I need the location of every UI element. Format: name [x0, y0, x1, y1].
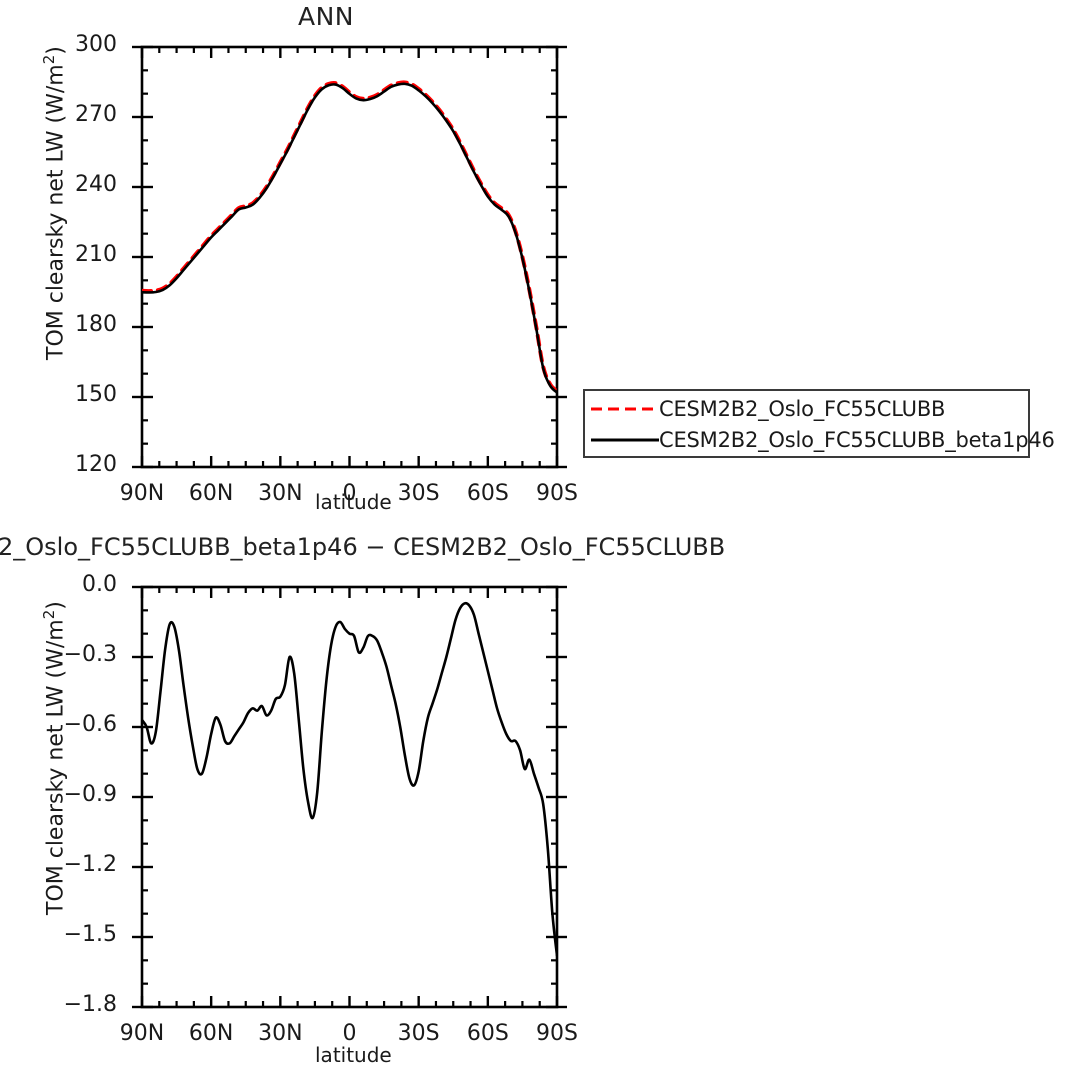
data-series-line: [142, 82, 557, 394]
plot-frame: [140, 585, 559, 1009]
x-tick-label: 90S: [536, 1021, 578, 1046]
x-tick-label: 0: [342, 481, 357, 506]
x-tick-label: 30N: [258, 1021, 303, 1046]
y-tick-label: 240: [75, 172, 117, 197]
y-tick-label: 180: [75, 312, 117, 337]
y-tick-label: −1.8: [63, 992, 117, 1017]
x-tick-label: 30S: [397, 1021, 440, 1046]
series-group: [142, 601, 557, 957]
y-tick-label: −0.3: [63, 642, 117, 667]
x-tick-label: 60S: [466, 481, 509, 506]
x-tick-label: 30N: [258, 481, 303, 506]
legend-item-experiment: CESM2B2_Oslo_FC55CLUBB_beta1p46: [585, 425, 1055, 455]
x-tick-label: 0: [342, 1021, 357, 1046]
y-tick-label: −0.6: [63, 712, 117, 737]
y-tick-label: 270: [75, 102, 117, 127]
bottom-chart-plot-area: [132, 585, 567, 1009]
data-series-line: [142, 80, 557, 394]
y-tick-label: 120: [75, 452, 117, 477]
y-tick-label: 210: [75, 242, 117, 267]
x-tick-label: 90N: [119, 481, 165, 506]
top-chart-plot-area: [132, 45, 567, 469]
bottom-chart-title: 2_Oslo_FC55CLUBB_beta1p46 − CESM2B2_Oslo…: [0, 533, 726, 561]
y-tick-label: −0.9: [63, 782, 117, 807]
top-x-axis-label: latitude: [315, 490, 392, 514]
y-tick-label: −1.2: [63, 852, 117, 877]
plot-frame: [140, 45, 559, 469]
legend-swatch-dashed-red: [591, 402, 659, 416]
legend-item-reference: CESM2B2_Oslo_FC55CLUBB: [585, 394, 945, 424]
x-tick-label: 30S: [397, 481, 440, 506]
y-tick-label: 0.0: [82, 572, 117, 597]
x-tick-label: 60S: [466, 1021, 509, 1046]
y-tick-label: 300: [75, 32, 117, 57]
x-tick-label: 90N: [119, 1021, 165, 1046]
bottom-x-axis-label: latitude: [315, 1043, 392, 1067]
top-chart-title: ANN: [298, 2, 355, 31]
series-group: [142, 80, 557, 394]
legend-label-experiment: CESM2B2_Oslo_FC55CLUBB_beta1p46: [659, 428, 1055, 452]
legend-swatch-solid-black: [591, 433, 659, 447]
x-tick-label: 60N: [188, 481, 234, 506]
x-tick-label: 60N: [188, 1021, 234, 1046]
legend-label-reference: CESM2B2_Oslo_FC55CLUBB: [659, 397, 946, 421]
x-tick-label: 90S: [536, 481, 578, 506]
bottom-chart-panel: 2_Oslo_FC55CLUBB_beta1p46 − CESM2B2_Oslo…: [0, 525, 1081, 1079]
y-tick-label: 150: [75, 382, 117, 407]
legend: CESM2B2_Oslo_FC55CLUBB CESM2B2_Oslo_FC55…: [583, 389, 1055, 458]
top-chart-panel: ANN TOM clearsky net LW (W/m2) latitude …: [0, 0, 1081, 530]
data-series-line: [142, 601, 557, 957]
y-tick-label: −1.5: [63, 922, 117, 947]
